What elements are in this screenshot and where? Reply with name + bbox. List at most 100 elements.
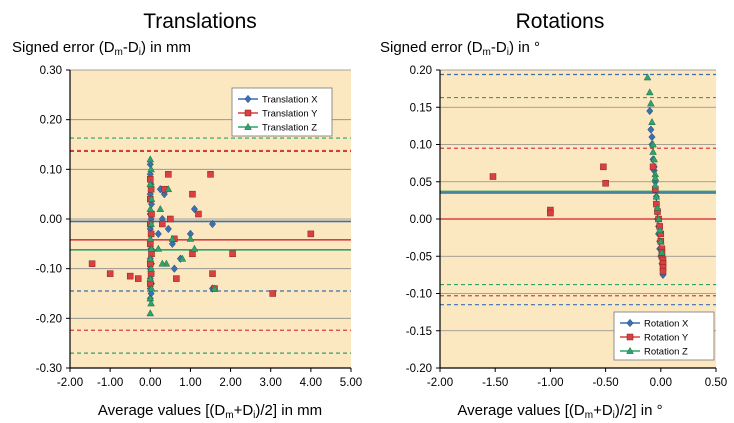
- translation-z-point: [156, 204, 165, 212]
- translation-y-point: [209, 270, 216, 277]
- translation-z-point: [164, 185, 173, 193]
- x-axis-label-prefix: Average values [(D: [457, 402, 584, 419]
- rotation-z-point: [658, 248, 666, 256]
- translation-y-point: [229, 250, 236, 258]
- translation-y-point: [173, 275, 180, 282]
- translation-y-point: [189, 190, 196, 198]
- translation-x-point: [168, 239, 176, 249]
- x-tick-label: -2.00: [57, 377, 83, 389]
- rotation-z-point: [652, 192, 661, 200]
- y-tick-label: 0.10: [40, 164, 62, 176]
- x-axis-label-sub1: m: [225, 410, 233, 421]
- x-axis-label-sub1: m: [585, 410, 593, 421]
- rotation-z-point: [649, 140, 657, 148]
- translation-z-point: [146, 234, 155, 242]
- x-tick-label: -0.50: [592, 377, 618, 389]
- rotation-y-point: [659, 267, 667, 275]
- rotation-z-point: [645, 88, 654, 96]
- translation-y-point: [167, 215, 174, 223]
- rotation-z-point: [651, 173, 660, 181]
- x-tick-label: 0.50: [705, 377, 727, 389]
- x-tick-label: 4.00: [300, 377, 322, 389]
- x-axis-label-prefix: Average values [(D: [98, 402, 225, 419]
- translation-z-point: [146, 309, 155, 317]
- y-axis-label-suffix: ) in mm: [141, 39, 191, 56]
- translation-y-point: [269, 290, 276, 297]
- x-tick-label: -1.00: [97, 377, 123, 389]
- translation-y-point: [147, 240, 154, 248]
- translation-z-point: [147, 195, 156, 202]
- y-axis-label-sub2: i: [507, 47, 509, 58]
- translation-y-point: [189, 250, 196, 258]
- translation-y-point: [307, 230, 315, 238]
- x-tick-label: 3.00: [260, 377, 282, 389]
- legend-entry-translation-y: Translation Y: [262, 109, 318, 120]
- rotation-y-point: [600, 163, 607, 171]
- x-axis-label-sub2: i: [613, 410, 615, 421]
- translation-z-point: [210, 284, 219, 292]
- y-axis-label-sub1: m: [483, 47, 491, 58]
- translation-z-series: [146, 155, 219, 317]
- rotation-x-point: [646, 106, 654, 116]
- y-tick-label: 0.20: [40, 115, 62, 127]
- translation-y-point: [88, 260, 96, 267]
- y-axis-label-suffix: ) in °: [509, 39, 540, 56]
- x-axis-label-suffix: )/2] in mm: [255, 402, 322, 419]
- translation-z-point: [168, 234, 177, 242]
- rotation-y-point: [602, 179, 609, 187]
- y-tick-label: 0.00: [40, 214, 62, 226]
- translation-z-point: [146, 254, 155, 262]
- translation-z-point: [186, 234, 195, 242]
- rotation-y-legend-marker: [626, 333, 634, 341]
- translation-z-point: [147, 219, 155, 227]
- translation-z-point: [190, 244, 199, 252]
- translation-y-legend-marker: [244, 109, 252, 117]
- x-tick-label: -1.00: [537, 377, 563, 389]
- y-tick-label: -0.05: [406, 251, 432, 263]
- translation-x-point: [154, 229, 162, 239]
- x-tick-label: 0.00: [139, 377, 161, 389]
- y-axis-label-prefix: Signed error (D: [12, 39, 115, 56]
- translation-y-point: [106, 270, 114, 277]
- translation-z-point: [158, 259, 167, 267]
- rotation-z-point: [656, 237, 665, 245]
- translation-z-point: [147, 264, 155, 272]
- x-axis-label: Average values [(Dm+Di)/2] in °: [457, 402, 662, 421]
- translation-z-legend-marker: [244, 122, 252, 130]
- y-tick-label: 0.20: [410, 65, 432, 77]
- rotation-y-point: [489, 173, 497, 180]
- translation-z-point: [146, 180, 155, 188]
- x-tick-label: -1.50: [482, 377, 508, 389]
- translation-x-point: [208, 219, 217, 229]
- legend-entry-rotation-x: Rotation X: [644, 319, 689, 330]
- translation-y-point: [207, 171, 214, 178]
- y-axis-label-mid: -D: [491, 39, 507, 56]
- x-axis-label-mid: +D: [593, 402, 613, 419]
- translation-y-point: [147, 270, 155, 277]
- y-axis-label-prefix: Signed error (D: [380, 39, 483, 56]
- x-tick-label: 2.00: [219, 377, 241, 389]
- y-axis-label-sub1: m: [115, 47, 123, 58]
- legend: Translation X Translation Y Translation Z: [231, 87, 333, 137]
- translation-z-point: [147, 165, 155, 173]
- legend-entry-translation-x: Translation X: [262, 95, 318, 106]
- rotation-z-point: [654, 214, 663, 222]
- y-tick-label: 0.30: [40, 65, 62, 77]
- translation-z-point: [178, 254, 187, 262]
- translation-z-point: [147, 299, 155, 307]
- x-tick-label: -2.00: [427, 377, 453, 389]
- legend-entry-rotation-y: Rotation Y: [644, 333, 689, 344]
- translation-x-point: [164, 224, 172, 234]
- y-tick-label: 0.05: [410, 177, 432, 189]
- legend-entry-translation-z: Translation Z: [262, 123, 317, 134]
- rotation-z-point: [649, 147, 657, 155]
- y-tick-label: -0.20: [36, 313, 62, 325]
- translation-y-point: [148, 250, 155, 258]
- translation-y-point: [195, 210, 202, 218]
- translation-z-point: [146, 155, 155, 163]
- translation-y-point: [147, 185, 155, 193]
- rotation-y-point: [649, 163, 657, 171]
- translation-y-point: [147, 230, 155, 238]
- x-axis-label-suffix: )/2] in °: [615, 402, 663, 419]
